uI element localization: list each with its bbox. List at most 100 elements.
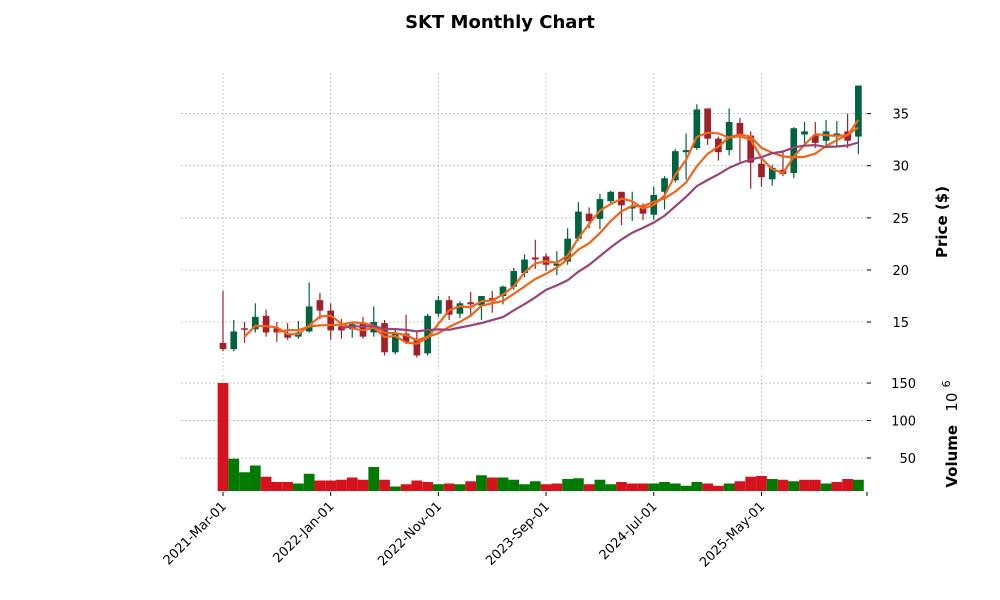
candle-body <box>230 331 238 350</box>
volume-bar <box>852 479 864 491</box>
price-tick-label: 15 <box>892 316 909 331</box>
candle-body <box>855 85 862 137</box>
volume-bar <box>249 465 261 491</box>
x-tick-label: 2021-Mar-01 <box>161 499 230 568</box>
x-tick-label: 2025-May-01 <box>697 499 768 570</box>
candle-body <box>284 333 291 338</box>
candle-body <box>801 131 808 135</box>
candle-body <box>575 211 582 239</box>
volume-bar <box>314 480 326 491</box>
volume-bar <box>476 475 487 491</box>
volume-bar <box>680 485 692 491</box>
volume-bar <box>734 481 746 491</box>
volume-bar <box>400 484 412 491</box>
volume-bar <box>562 479 574 491</box>
volume-bar <box>217 383 229 491</box>
price-tick-label: 25 <box>892 212 909 227</box>
volume-bar <box>271 482 283 491</box>
volume-bar <box>282 482 294 491</box>
volume-bar <box>497 477 509 491</box>
chart-title: SKT Monthly Chart <box>405 12 595 33</box>
x-tick-label: 2024-Jul-01 <box>597 499 661 563</box>
candle-body <box>445 300 453 315</box>
volume-bar <box>766 479 778 491</box>
volume-bar <box>788 481 800 491</box>
candle-body <box>510 271 518 287</box>
candle-body <box>391 333 399 353</box>
candle-body <box>305 306 313 332</box>
candle-body <box>768 167 776 180</box>
volume-bar <box>228 458 240 491</box>
candle-body <box>628 206 636 209</box>
candle-body <box>725 121 733 151</box>
volume-bar <box>422 482 434 491</box>
candle-body <box>811 135 819 143</box>
candle-body <box>219 342 227 350</box>
volume-bar <box>239 472 250 491</box>
volume-bar <box>691 482 703 491</box>
x-tick-label: 2022-Nov-01 <box>375 499 445 569</box>
price-axis-label: Price ($) <box>933 186 951 258</box>
volume-axis-label: Volume 10 6 <box>940 380 961 487</box>
candle-body <box>596 199 604 219</box>
moving-average-3-line <box>243 119 860 345</box>
candle-body <box>585 213 593 221</box>
candle-body <box>338 326 345 331</box>
volume-bar <box>809 479 821 491</box>
price-tick-label: 35 <box>892 108 909 123</box>
volume-bar <box>712 485 724 491</box>
candle-body <box>467 302 475 305</box>
candle-body <box>499 286 507 297</box>
volume-bar <box>626 483 638 491</box>
volume-bar <box>637 483 649 491</box>
volume-bar <box>411 480 423 491</box>
volume-bar <box>325 480 337 491</box>
volume-bar <box>756 476 767 491</box>
volume-bar <box>745 476 757 491</box>
candle-body <box>736 123 744 135</box>
volume-bar <box>616 482 627 491</box>
volume-bar <box>659 482 670 491</box>
candle-body <box>704 108 711 139</box>
volume-bar <box>519 484 530 491</box>
volume-bar <box>357 479 369 491</box>
volume-bar <box>454 484 466 491</box>
candle-body <box>424 315 431 354</box>
candle-body <box>564 238 571 262</box>
candle-body <box>671 151 679 181</box>
volume-bar <box>583 484 595 491</box>
candle-body <box>327 310 335 331</box>
candle-body <box>273 328 281 333</box>
volume-bar <box>831 482 843 491</box>
volume-bar <box>551 483 563 491</box>
x-tick-label: 2022-Jan-01 <box>271 499 338 566</box>
volume-bar <box>820 483 832 491</box>
volume-panel: 2021-Mar-01 2022-Jan-01 2022-Nov-01 2023-Se… <box>161 375 916 570</box>
volume-exponent-power: 6 <box>940 380 953 387</box>
candle-body <box>531 257 539 260</box>
volume-bar <box>723 483 735 491</box>
volume-bar <box>605 484 617 491</box>
candle-body <box>262 315 270 333</box>
volume-bar <box>648 483 660 491</box>
candle-body <box>413 339 421 356</box>
volume-bar <box>486 477 498 491</box>
volume-bar <box>669 483 681 491</box>
candle-body <box>607 191 615 202</box>
price-tick-label: 30 <box>892 160 909 175</box>
price-tick-label: 20 <box>892 264 909 279</box>
candle-body <box>521 259 528 274</box>
price-panel: 15 20 25 30 35 <box>181 73 909 370</box>
volume-bar <box>777 479 789 491</box>
volume-bar <box>540 484 552 491</box>
candle-body <box>833 133 841 136</box>
volume-bar <box>292 483 304 491</box>
candle-body <box>241 328 248 330</box>
candle-body <box>251 316 259 330</box>
volume-bar <box>260 476 272 491</box>
volume-exponent-base: 10 <box>943 393 961 412</box>
candle-body <box>402 333 410 342</box>
volume-bar <box>443 483 455 491</box>
volume-bar <box>379 479 390 491</box>
